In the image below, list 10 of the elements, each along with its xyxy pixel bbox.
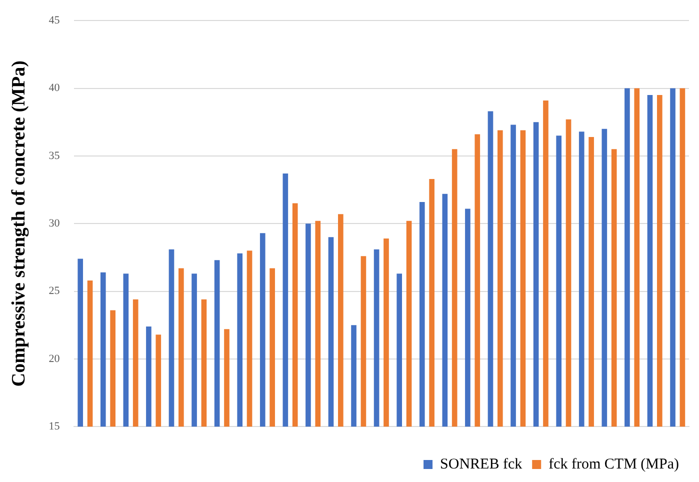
y-tick-label: 20 xyxy=(48,352,60,365)
y-tick-label: 45 xyxy=(48,14,60,26)
y-tick-label: 30 xyxy=(48,217,60,230)
legend-label: fck from CTM (MPa) xyxy=(548,456,680,472)
legend-label: SONREB fck xyxy=(440,456,523,472)
y-tick-label: 15 xyxy=(48,420,60,432)
y-tick-label: 25 xyxy=(48,285,60,298)
y-tick-label: 40 xyxy=(48,82,60,94)
y-axis-title: Compressive strength of concrete (MPa) xyxy=(8,60,30,387)
y-tick-label: 35 xyxy=(48,150,60,162)
